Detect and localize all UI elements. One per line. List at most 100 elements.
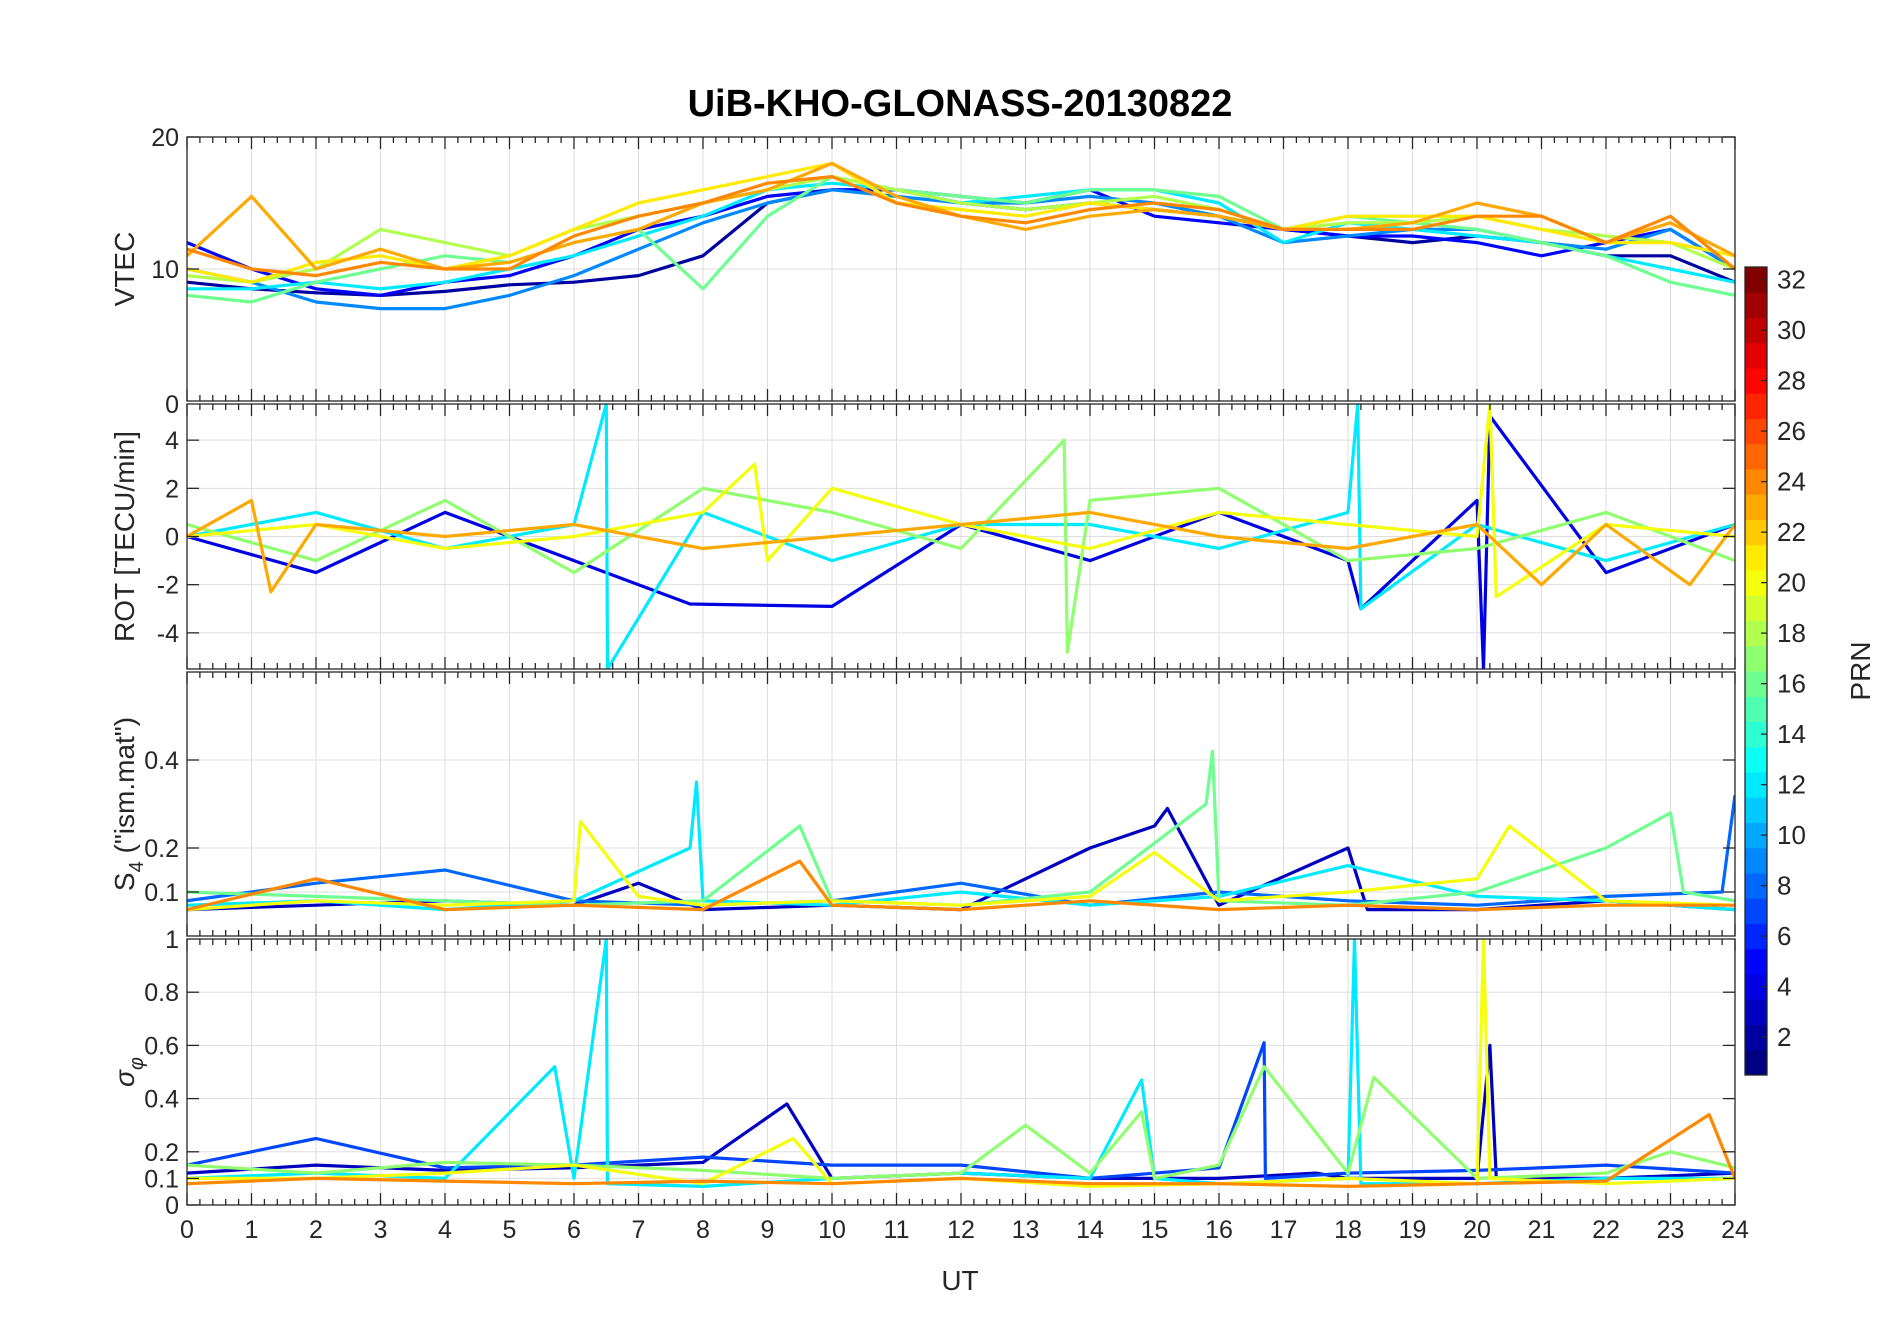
colorbar-segment — [1745, 797, 1767, 823]
y-tick-label: 0.6 — [144, 1032, 179, 1060]
y-tick-label: 0.1 — [144, 1165, 179, 1193]
y-tick-label: 0.4 — [144, 747, 179, 775]
x-tick-label: 16 — [1205, 1216, 1233, 1244]
colorbar-segment — [1745, 974, 1767, 1000]
colorbar-segment — [1745, 317, 1767, 344]
colorbar-segment — [1745, 746, 1767, 773]
colorbar-tick-label: 28 — [1777, 366, 1806, 396]
y-axis-label: VTEC — [109, 232, 140, 307]
colorbar-segment — [1745, 671, 1767, 697]
colorbar-tick-label: 8 — [1777, 871, 1791, 901]
colorbar-segment — [1745, 292, 1767, 318]
x-tick-label: 8 — [696, 1216, 710, 1244]
x-tick-label: 22 — [1592, 1216, 1620, 1244]
colorbar-segment — [1745, 342, 1767, 369]
y-tick-label: 0.8 — [144, 979, 179, 1007]
x-tick-label: 0 — [180, 1216, 194, 1244]
x-tick-label: 11 — [884, 1216, 910, 1244]
colorbar-label: PRN — [1845, 641, 1876, 700]
y-axis-label: S4 ("ism.mat") — [109, 717, 148, 891]
colorbar-tick-label: 6 — [1777, 921, 1791, 951]
colorbar-segment — [1745, 267, 1767, 293]
x-tick-label: 10 — [818, 1216, 846, 1244]
colorbar-segment — [1745, 620, 1767, 647]
series-group — [187, 161, 1735, 311]
series-group — [187, 939, 1735, 1189]
colorbar-tick-label: 10 — [1777, 820, 1806, 850]
colorbar-tick-label: 32 — [1777, 265, 1806, 295]
x-tick-label: 5 — [503, 1216, 517, 1244]
colorbar-segment — [1745, 772, 1767, 798]
colorbar-segment — [1745, 443, 1767, 470]
series-prn-16 — [187, 175, 1735, 304]
colorbar-segment — [1745, 999, 1767, 1025]
x-tick-label: 23 — [1657, 1216, 1685, 1244]
colorbar-segment — [1745, 898, 1767, 924]
colorbar-segment — [1745, 645, 1767, 672]
y-tick-label: -4 — [157, 620, 179, 648]
panel-sigma_phi: 00.10.2 0.4 0.6 0.8 1 σφ — [109, 926, 1736, 1220]
x-tick-label: 13 — [1012, 1216, 1040, 1244]
series-prn-20 — [187, 819, 1735, 912]
x-tick-label: 21 — [1528, 1216, 1556, 1244]
colorbar-segment — [1745, 948, 1767, 975]
colorbar-tick-label: 14 — [1777, 719, 1806, 749]
colorbar-tick-label: 26 — [1777, 416, 1806, 446]
y-axis-label: σφ — [109, 1057, 148, 1087]
series-prn-17 — [187, 438, 1735, 654]
y-tick-label: 2 — [165, 475, 179, 503]
series-prn-24 — [187, 1112, 1735, 1189]
x-tick-label: 1 — [245, 1216, 259, 1244]
x-tick-label: 20 — [1463, 1216, 1491, 1244]
colorbar-tick-label: 20 — [1777, 568, 1806, 598]
colorbar-segment — [1745, 873, 1767, 899]
y-tick-label: 0 — [165, 524, 179, 552]
colorbar-tick-label: 16 — [1777, 669, 1806, 699]
y-axis-label: ROT [TECU/min] — [109, 431, 140, 642]
panel-vtec: 10 20 VTEC — [109, 124, 1736, 402]
x-tick-label: 24 — [1721, 1216, 1749, 1244]
series-prn-12 — [187, 939, 1735, 1189]
x-tick-label: 7 — [632, 1216, 646, 1244]
panel-rot: -4 -2 0 2 4 0 ROT [TECU/min] — [109, 391, 1736, 670]
colorbar-segment — [1745, 1049, 1767, 1076]
colorbar-tick-label: 22 — [1777, 517, 1806, 547]
series-group — [187, 404, 1735, 669]
colorbar-segment — [1745, 847, 1767, 874]
colorbar-segment — [1745, 721, 1767, 748]
colorbar-segment — [1745, 696, 1767, 722]
series-prn-24 — [187, 175, 1735, 278]
x-tick-label: 4 — [438, 1216, 452, 1244]
chart-title: UiB-KHO-GLONASS-20130822 — [688, 83, 1233, 125]
y-tick-label: 0.2 — [144, 1139, 179, 1167]
x-tick-label: 12 — [947, 1216, 975, 1244]
colorbar-segment — [1745, 519, 1767, 546]
colorbar-segment — [1745, 469, 1767, 495]
x-tick-label: 14 — [1076, 1216, 1104, 1244]
x-tick-label: 15 — [1141, 1216, 1169, 1244]
y-top-tick-label: 1 — [165, 926, 179, 954]
x-tick-label: 18 — [1334, 1216, 1362, 1244]
y-tick-label: 10 — [151, 256, 179, 284]
x-tick-label: 17 — [1270, 1216, 1298, 1244]
colorbar-tick-label: 4 — [1777, 972, 1791, 1002]
colorbar-segment — [1745, 923, 1767, 950]
y-tick-label: 0.2 — [144, 835, 179, 863]
colorbar-frame — [1744, 266, 1768, 1076]
y-tick-label: -2 — [157, 572, 179, 600]
colorbar-tick-label: 12 — [1777, 770, 1806, 800]
colorbar-segment — [1745, 368, 1767, 394]
series-prn-23 — [187, 498, 1735, 594]
panel-s4: 0.1 0.2 0.4S4 ("ism.mat") — [109, 671, 1736, 937]
colorbar-segment — [1745, 544, 1767, 571]
colorbar-segment — [1745, 1024, 1767, 1051]
x-tick-label: 6 — [567, 1216, 581, 1244]
y-tick-label: 0.4 — [144, 1086, 179, 1114]
colorbar-segment — [1745, 418, 1767, 445]
colorbar-segment — [1745, 494, 1767, 520]
colorbar-segment — [1745, 595, 1767, 621]
series-prn-8 — [187, 794, 1735, 907]
